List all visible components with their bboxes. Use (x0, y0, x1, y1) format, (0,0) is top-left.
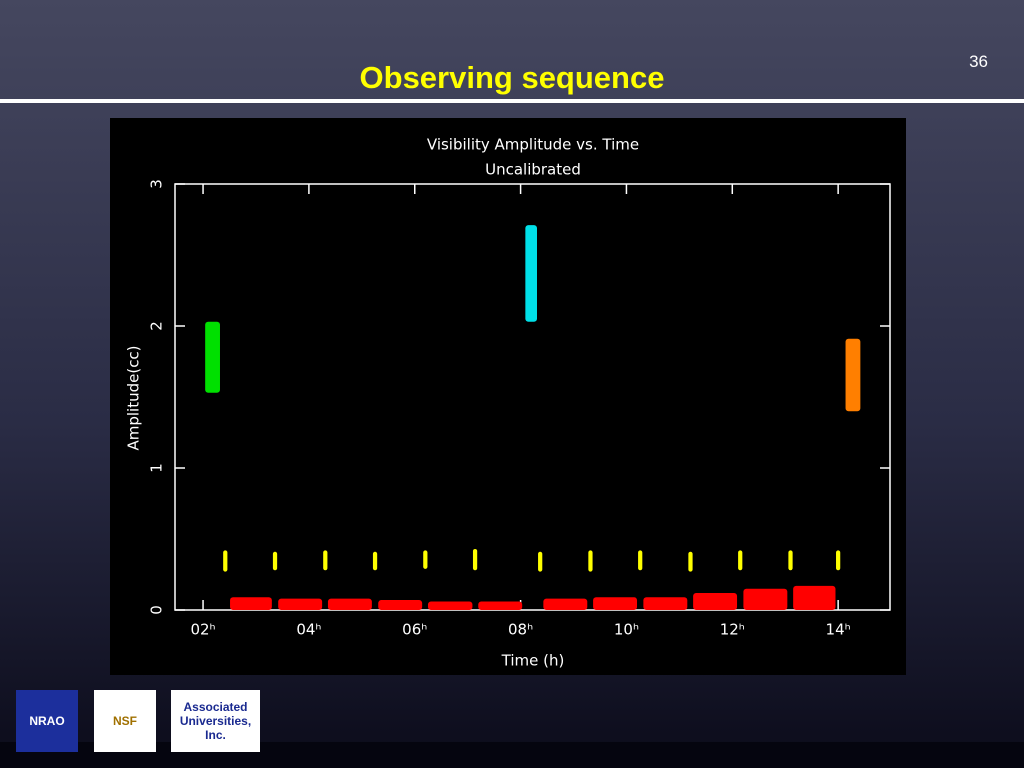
scan (788, 550, 793, 571)
scan (378, 600, 423, 610)
scan (538, 551, 543, 572)
logo: NRAO (16, 690, 78, 752)
x-tick-label: 12ʰ (720, 621, 745, 639)
scan (278, 598, 323, 610)
logo: NSF (94, 690, 156, 752)
scan (272, 551, 278, 571)
scan (230, 597, 272, 610)
scan (743, 588, 788, 610)
scan (223, 550, 228, 572)
x-tick-label: 10ʰ (614, 621, 639, 639)
scan (478, 601, 523, 610)
x-tick-label: 14ʰ (826, 621, 851, 639)
x-tick-label: 06ʰ (402, 621, 427, 639)
scan (593, 597, 638, 610)
footer-band (0, 742, 1024, 768)
x-tick-label: 02ʰ (190, 621, 215, 639)
scan (588, 550, 593, 572)
plot-frame (174, 183, 891, 611)
scan (323, 550, 328, 571)
scan (638, 550, 643, 571)
chart-subtitle: Uncalibrated (485, 161, 581, 179)
scan (793, 585, 836, 610)
scan (205, 321, 220, 393)
scan (372, 551, 378, 571)
scan (693, 592, 738, 610)
y-tick-label: 2 (148, 321, 166, 331)
scan (643, 597, 688, 610)
slide-number: 36 (969, 52, 988, 71)
scan (472, 548, 478, 571)
y-tick-label: 3 (148, 179, 166, 189)
scan (427, 601, 473, 610)
chart-background (110, 118, 906, 675)
y-axis-label: Amplitude(cc) (125, 345, 143, 450)
x-tick-label: 04ʰ (296, 621, 321, 639)
scan (688, 551, 693, 572)
chart: Visibility Amplitude vs. Time Uncalibrat… (110, 118, 906, 675)
slide-title: Observing sequence (359, 60, 665, 95)
scan (845, 338, 861, 412)
x-tick-label: 08ʰ (508, 621, 533, 639)
scan (327, 598, 372, 610)
title-rule (0, 99, 1024, 103)
scan (543, 598, 588, 610)
scan (423, 550, 428, 569)
y-tick-label: 1 (148, 463, 166, 473)
x-axis-label: Time (h) (501, 652, 565, 670)
y-tick-label: 0 (148, 605, 166, 615)
scan (738, 550, 743, 571)
scan (525, 225, 537, 322)
scan (836, 550, 841, 571)
logo: Associated Universities, Inc. (171, 690, 260, 752)
chart-title: Visibility Amplitude vs. Time (427, 136, 639, 154)
